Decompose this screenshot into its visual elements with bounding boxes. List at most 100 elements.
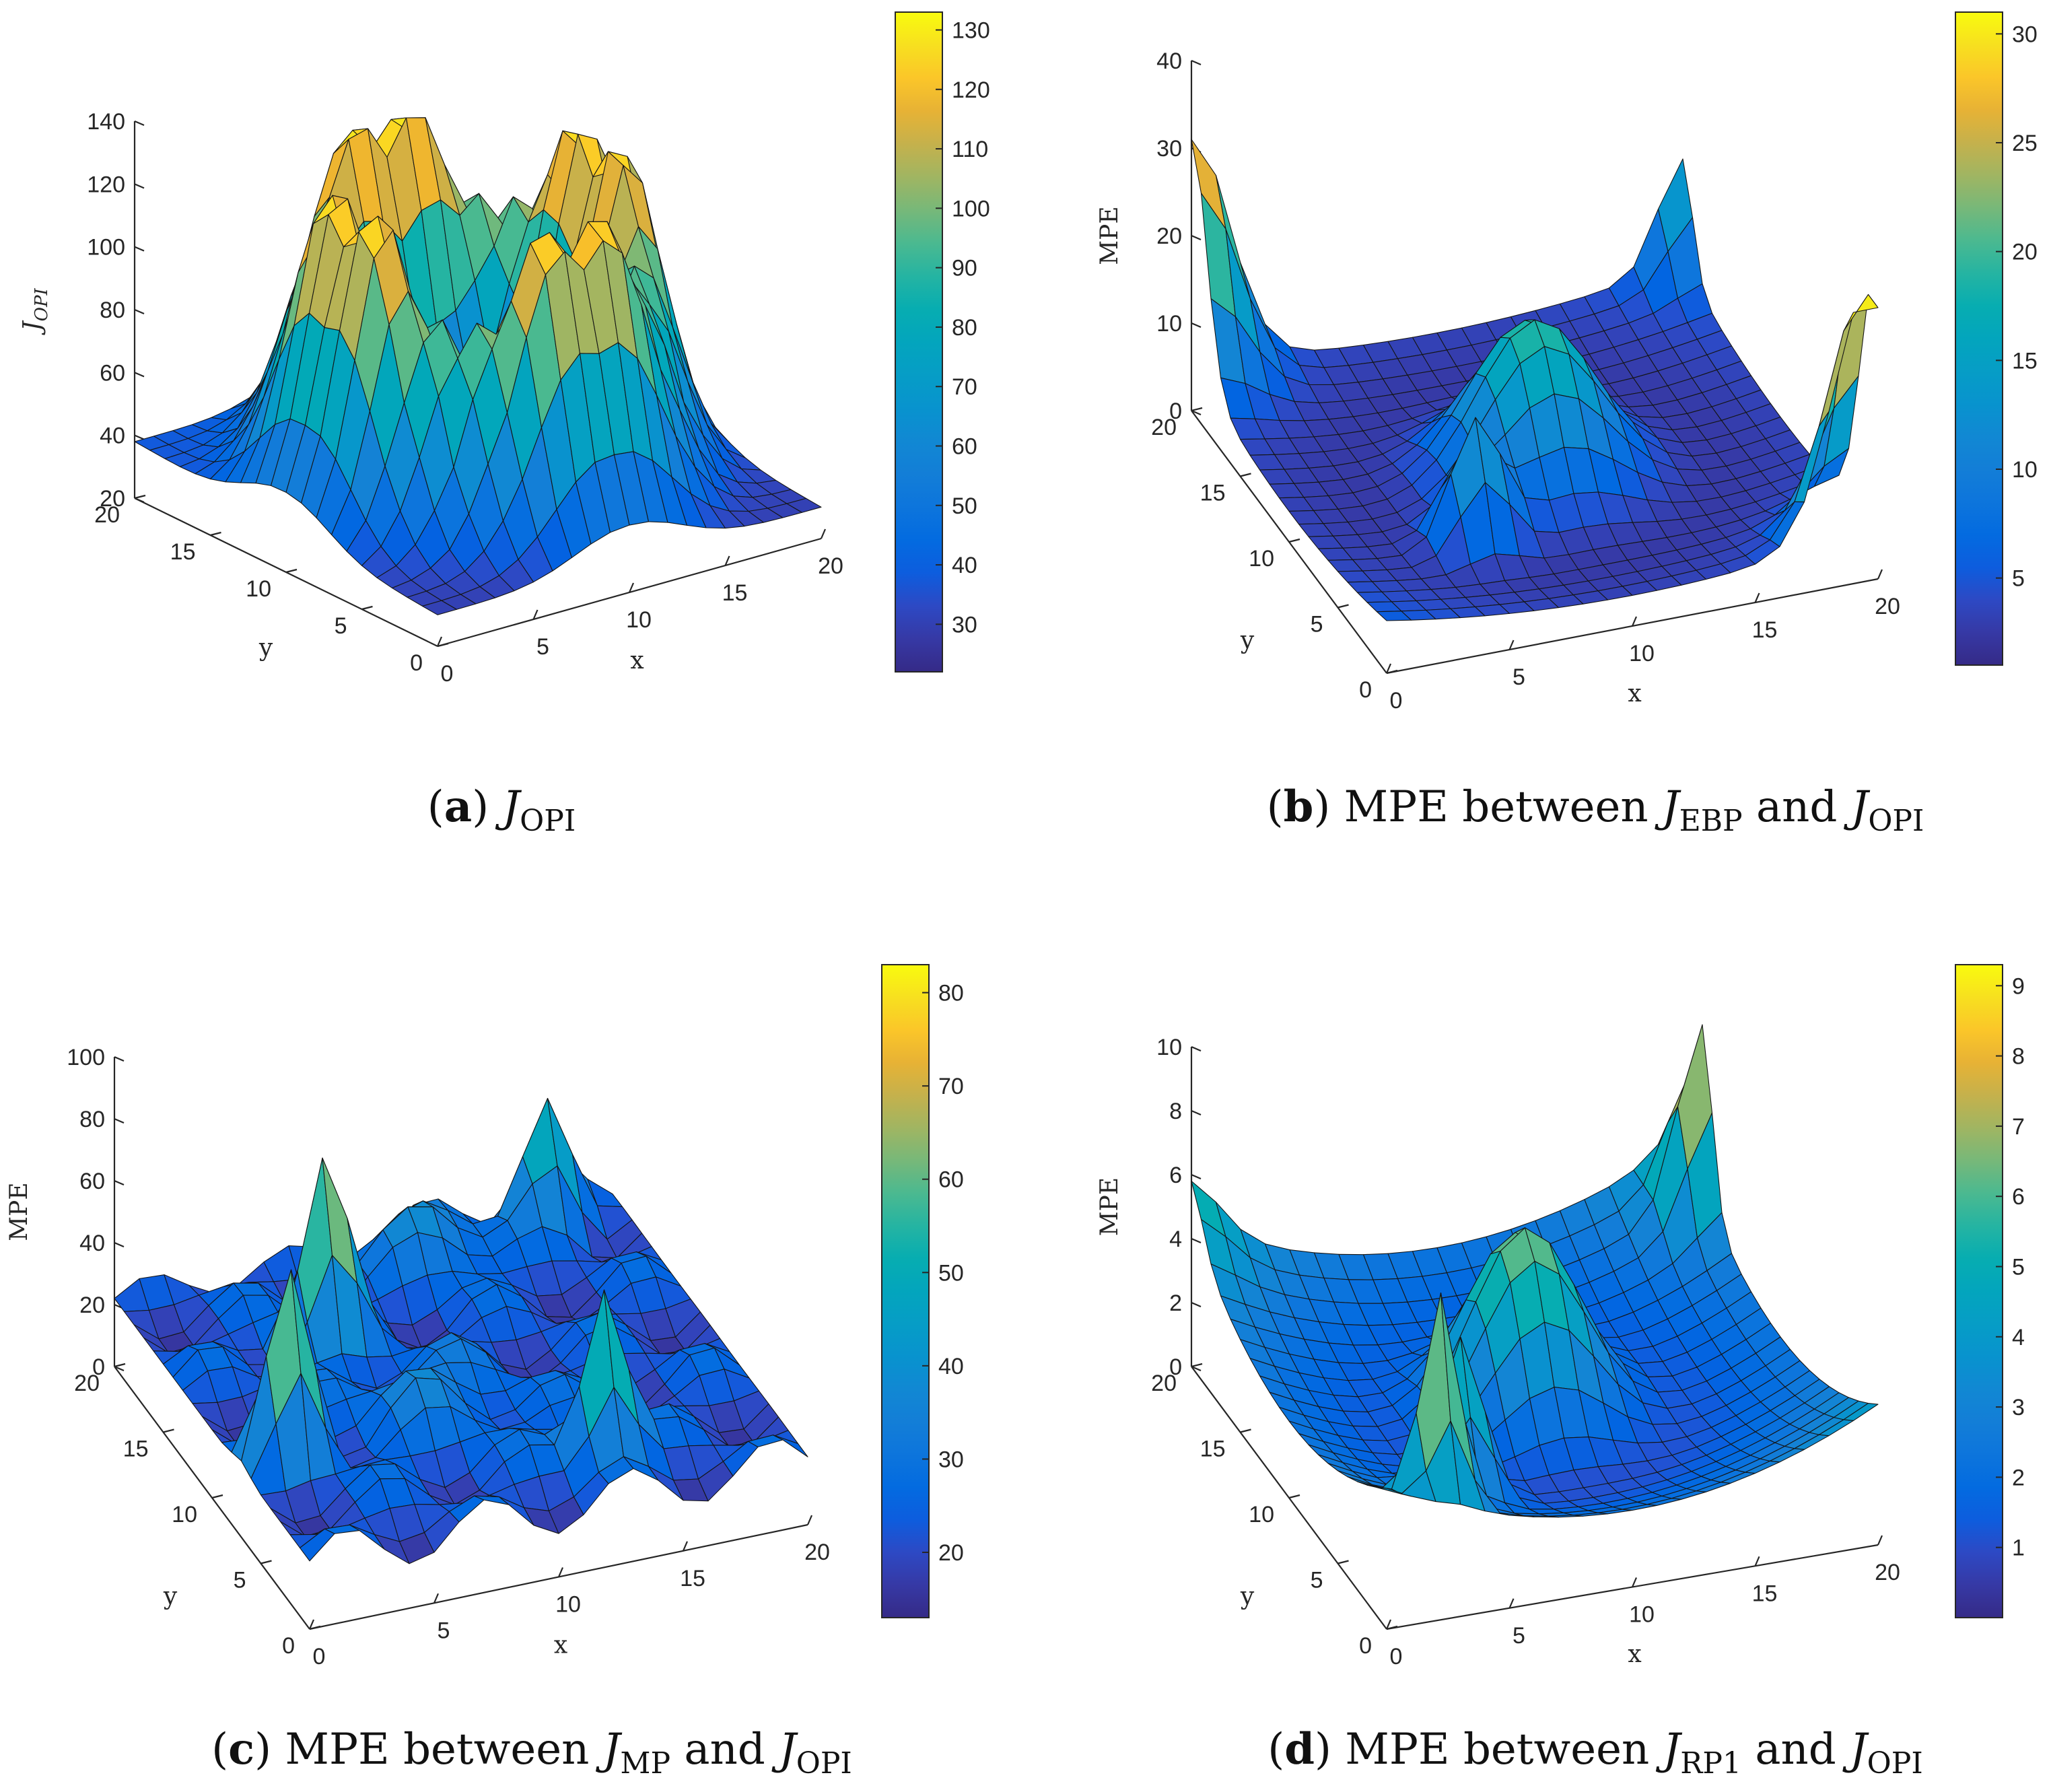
- z-tick: [1191, 409, 1202, 416]
- caption-prefix: MPE between: [1345, 1725, 1663, 1774]
- z-tick-label: 60: [100, 360, 125, 386]
- colorbar-tick-label: 40: [952, 553, 977, 578]
- y-tick: [1240, 473, 1251, 477]
- y-tick-label: 15: [170, 539, 196, 565]
- x-tick-label: 10: [1629, 641, 1655, 666]
- z-tick: [114, 1179, 125, 1186]
- x-tick-label: 5: [1513, 664, 1525, 690]
- x-tick-label: 0: [313, 1644, 326, 1669]
- x-tick: [1754, 592, 1760, 603]
- y-tick: [1338, 1560, 1349, 1564]
- caption-mid: and: [1741, 1725, 1850, 1774]
- y-tick: [1288, 1494, 1300, 1499]
- z-tick-label: 80: [100, 298, 125, 323]
- x-tick-label: 10: [555, 1592, 581, 1618]
- colorbar-tick-label: 25: [2012, 131, 2038, 156]
- y-tick: [134, 494, 146, 499]
- z-axis-label: MPE: [1096, 206, 1123, 265]
- z-tick: [134, 434, 145, 440]
- surface-face: [786, 497, 822, 513]
- x-tick-label: 5: [536, 634, 549, 660]
- colorbar-tick-label: 30: [938, 1447, 964, 1472]
- z-tick-label: 2: [1169, 1290, 1182, 1316]
- z-tick: [114, 1241, 125, 1248]
- colorbar-tick-label: 40: [938, 1354, 964, 1379]
- x-axis-label: x: [554, 1631, 567, 1659]
- y-tick-label: 10: [1249, 546, 1274, 572]
- z-tick: [1191, 1365, 1202, 1372]
- caption-tag: c: [228, 1724, 254, 1774]
- panel-b: 0102030400510152005101520xyMPE5101520253…: [1096, 11, 2038, 838]
- z-tick: [1191, 1173, 1202, 1180]
- colorbar-tick-label: 10: [2012, 457, 2038, 483]
- x-tick-label: 15: [722, 580, 748, 606]
- y-tick-label: 10: [172, 1502, 197, 1527]
- x-tick: [1877, 569, 1883, 580]
- y-tick: [211, 1494, 223, 1499]
- panel-caption: (c) MPE between JMP and JOPI: [211, 1724, 852, 1781]
- y-axis-label: y: [163, 1583, 178, 1610]
- surface-face: [1843, 294, 1879, 332]
- colorbar-tick-label: 1: [2012, 1536, 2025, 1561]
- y-tick: [114, 1363, 126, 1368]
- y-tick: [1386, 669, 1398, 675]
- surface-mesh: [114, 1097, 808, 1564]
- x-tick-label: 20: [804, 1540, 830, 1565]
- z-tick: [134, 372, 145, 378]
- y-tick: [1386, 1625, 1398, 1630]
- colorbar-tick-label: 90: [952, 256, 977, 281]
- y-tick-label: 5: [234, 1568, 246, 1593]
- x-tick-label: 10: [626, 607, 652, 633]
- y-tick-label: 5: [335, 613, 347, 639]
- x-tick: [1508, 1598, 1515, 1609]
- panel-d: 02468100510152005101520xyMPE123456789(d)…: [1096, 964, 2025, 1781]
- y-axis-label: y: [258, 634, 273, 662]
- z-tick-label: 80: [79, 1107, 105, 1132]
- x-axis-label: x: [1628, 680, 1641, 708]
- colorbar-tick-label: 4: [2012, 1325, 2025, 1350]
- colorbar-tick-label: 30: [2012, 22, 2038, 47]
- colorbar-tick-label: 70: [938, 1074, 964, 1099]
- y-tick: [1240, 1428, 1251, 1433]
- z-tick-label: 0: [1169, 1354, 1182, 1380]
- x-tick: [436, 636, 443, 647]
- caption-paren-close: ): [1313, 782, 1344, 832]
- x-tick-label: 15: [1752, 1581, 1778, 1606]
- y-tick-label: 10: [246, 576, 271, 602]
- colorbar-tick-label: 130: [952, 18, 990, 43]
- caption-paren-close: ): [472, 782, 502, 832]
- y-tick-label: 0: [410, 650, 423, 676]
- y-tick-label: 15: [123, 1437, 149, 1462]
- z-tick-label: 4: [1169, 1227, 1182, 1252]
- colorbar-tick-label: 50: [938, 1260, 964, 1286]
- caption-paren-open: (: [1267, 782, 1284, 832]
- z-tick-label: 60: [79, 1169, 105, 1194]
- y-tick: [309, 1625, 321, 1630]
- panel-caption: (a) JOPI: [427, 782, 576, 838]
- z-tick: [1191, 322, 1202, 329]
- z-axis-label: JOPI: [19, 288, 52, 336]
- z-axis-label-sub: OPI: [32, 288, 52, 322]
- z-tick: [134, 246, 145, 252]
- y-tick: [163, 1428, 174, 1433]
- x-tick: [308, 1619, 315, 1630]
- x-axis-label: x: [630, 647, 644, 675]
- caption-subscript-2: OPI: [796, 1746, 852, 1781]
- z-tick-label: 40: [100, 423, 125, 449]
- colorbar: [895, 11, 943, 673]
- z-tick: [134, 497, 145, 504]
- colorbar-tick-label: 3: [2012, 1395, 2025, 1420]
- y-tick-label: 0: [282, 1633, 295, 1659]
- y-tick: [1288, 538, 1300, 543]
- z-tick: [1191, 59, 1202, 66]
- x-tick: [1385, 663, 1392, 674]
- x-axis-label: x: [1628, 1641, 1641, 1668]
- caption-subscript-2: OPI: [1868, 804, 1924, 838]
- x-tick: [1385, 1619, 1392, 1630]
- colorbar-tick-label: 120: [952, 77, 990, 103]
- caption-paren-close: ): [254, 1725, 285, 1774]
- z-tick-label: 0: [1169, 399, 1182, 424]
- z-axis-label: MPE: [1096, 1177, 1123, 1236]
- z-tick: [1191, 234, 1202, 241]
- y-tick-label: 20: [74, 1371, 100, 1396]
